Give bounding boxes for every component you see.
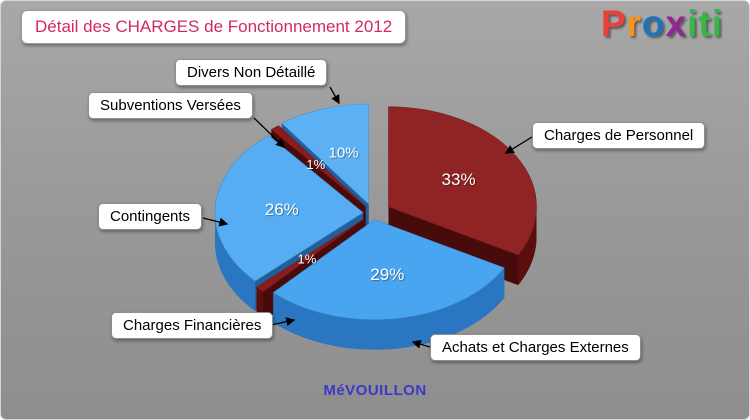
chart-title-box: Détail des CHARGES de Fonctionnement 201… [21,10,407,44]
pie-slice-rim [518,206,537,285]
chart-title: Détail des CHARGES de Fonctionnement 201… [35,17,393,36]
label-subventions-versees: Subventions Versées [88,92,253,119]
pie-slice-5 [281,103,369,205]
percent-label: 1% [298,252,317,267]
percent-label: 33% [442,170,476,189]
label-leader-line [270,317,296,327]
percent-label: 26% [265,200,299,219]
percent-label: 10% [329,145,359,162]
pie-slice-rim [273,267,505,350]
label-contingents: Contingents [98,203,203,230]
percent-label: 29% [370,265,404,284]
pie-slice-0 [388,106,537,256]
logo-letter: t [698,3,712,44]
percent-label: 1% [306,157,325,172]
label-divers-non-detaille: Divers Non Détaillé [175,59,328,86]
commune-name: MéVOUILLON [323,382,427,399]
label-leader-line [329,86,340,105]
logo-letter: i [687,3,699,44]
pie-slice-1 [272,219,505,320]
label-leader-line [253,117,285,148]
logo-letter: P [600,3,627,44]
label-charges-de-personnel: Charges de Personnel [532,122,706,149]
label-leader-line [202,217,229,227]
logo-letter: o [641,3,666,44]
pie-slice-2 [256,218,365,292]
proxiti-logo: Proxiti [601,3,723,45]
pie-slice-4 [270,125,366,207]
pie-slice-3 [214,135,364,282]
pie-slice-rim [215,212,256,312]
label-achats-et-charges-externes: Achats et Charges Externes [430,334,641,361]
label-leader-line [411,339,431,349]
label-charges-financieres: Charges Financières [111,312,274,339]
label-leader-line [504,136,533,154]
logo-letter: r [626,3,642,44]
logo-letter: x [665,3,688,44]
logo-letter: i [711,3,723,44]
